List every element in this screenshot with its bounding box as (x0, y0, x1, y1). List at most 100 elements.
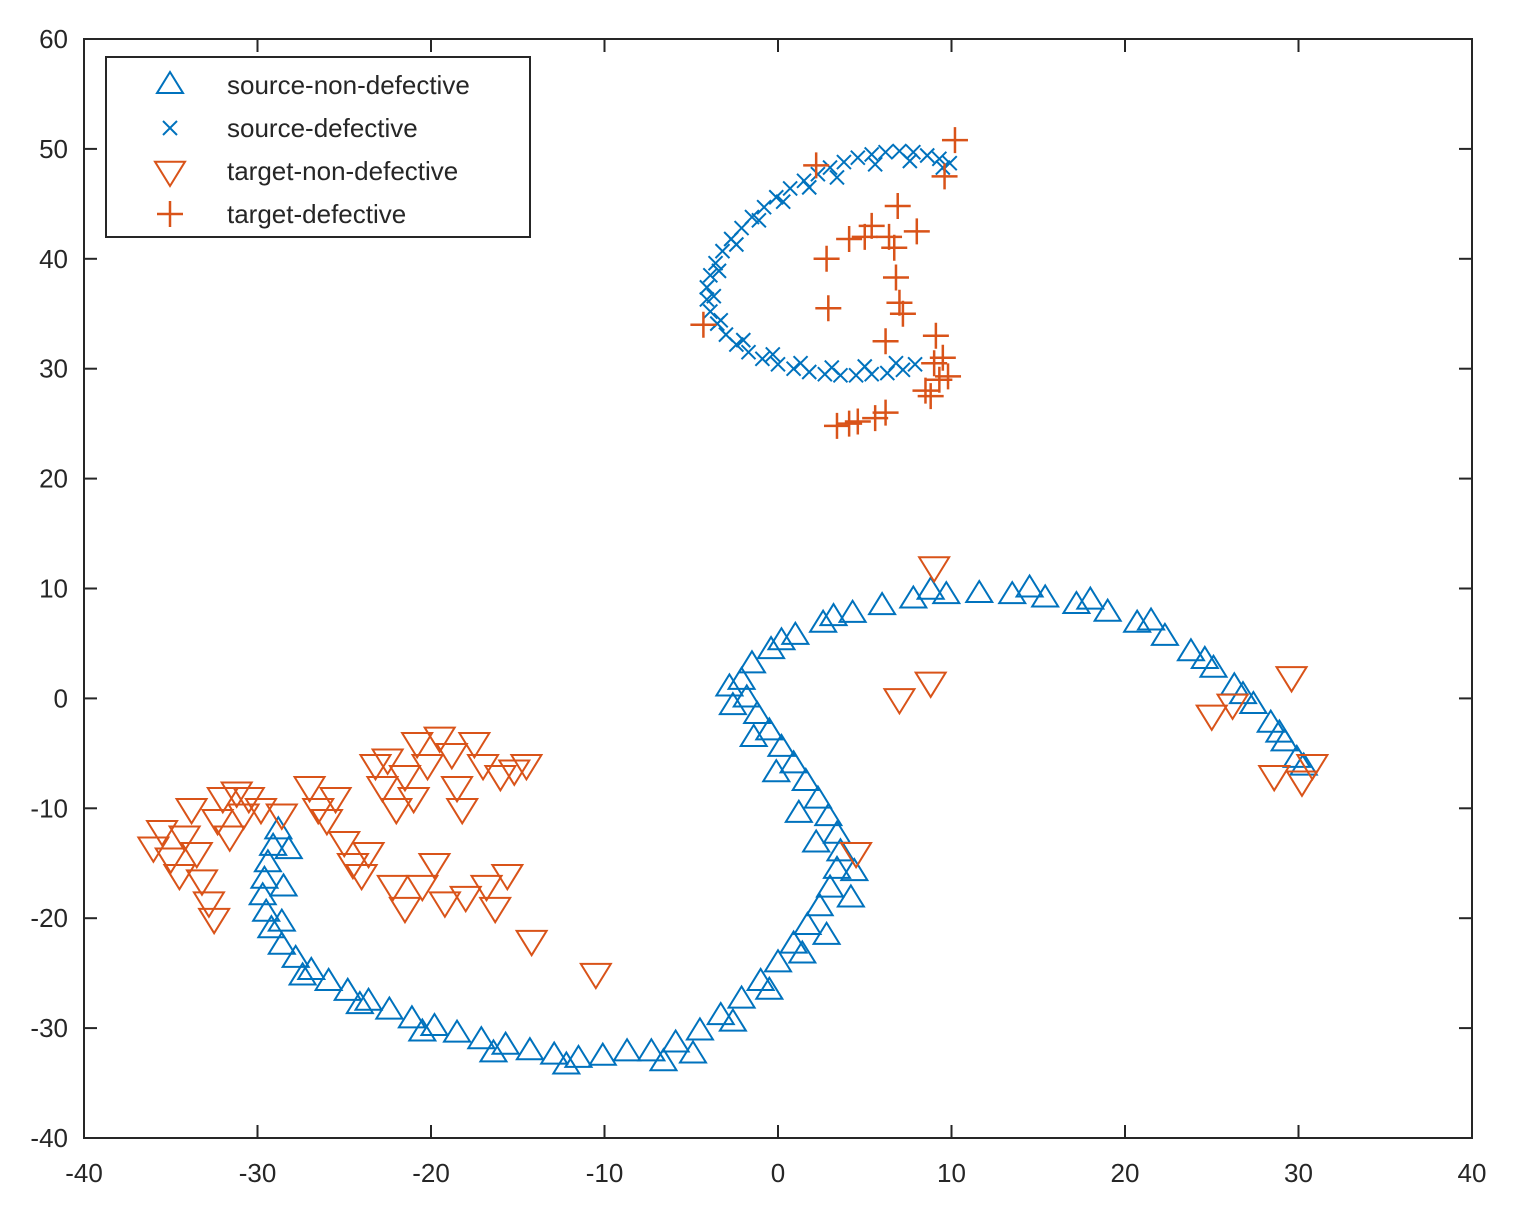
legend-label: source-defective (227, 113, 418, 143)
point-target-non-defective (365, 776, 400, 804)
x-tick-label: -10 (586, 1158, 624, 1188)
point-source-non-defective (822, 819, 852, 844)
point-source-non-defective (801, 828, 831, 853)
point-source-non-defective (1014, 573, 1045, 598)
point-source-defective (768, 189, 784, 205)
point-source-non-defective (778, 749, 809, 774)
x-tick-label: 0 (771, 1158, 785, 1188)
point-target-non-defective (244, 798, 278, 826)
point-target-non-defective (264, 803, 299, 831)
point-source-defective (735, 332, 752, 348)
point-target-non-defective (396, 787, 431, 815)
point-target-non-defective (410, 754, 445, 782)
point-target-defective (813, 245, 840, 272)
y-tick-label: 20 (39, 464, 68, 494)
point-target-defective (836, 226, 863, 253)
point-target-non-defective (318, 787, 353, 815)
point-source-defective (765, 346, 781, 363)
point-target-defective (886, 289, 913, 316)
point-target-defective (815, 295, 842, 322)
point-target-non-defective (200, 808, 235, 837)
point-target-defective (862, 405, 889, 432)
point-target-non-defective (469, 874, 504, 903)
point-source-defective (919, 147, 935, 164)
point-target-non-defective (376, 874, 410, 903)
point-target-non-defective (388, 765, 422, 793)
point-source-non-defective (792, 910, 823, 935)
point-source-non-defective (714, 672, 745, 697)
plot-frame (83, 38, 1473, 1139)
point-target-defective (941, 127, 968, 154)
point-target-non-defective (351, 841, 386, 870)
point-source-non-defective (964, 579, 995, 604)
point-target-non-defective (174, 798, 209, 826)
point-target-defective (931, 163, 958, 190)
point-target-non-defective (1285, 770, 1319, 798)
point-source-defective (857, 358, 873, 375)
point-source-defective (751, 212, 767, 229)
point-source-defective (836, 154, 852, 170)
point-source-non-defective (825, 837, 856, 862)
point-source-non-defective (839, 857, 870, 882)
point-target-non-defective (1274, 666, 1309, 694)
point-source-non-defective (273, 835, 304, 860)
point-source-defective (775, 193, 791, 210)
point-source-defective (801, 179, 817, 196)
point-source-non-defective (266, 930, 297, 955)
point-source-defective (754, 351, 771, 367)
legend-marker-target-non-defective (153, 160, 187, 188)
point-source-non-defective (818, 602, 849, 627)
point-source-defective (706, 288, 722, 304)
point-source-defective (888, 355, 904, 371)
point-source-non-defective (515, 1036, 545, 1061)
point-target-defective (903, 218, 930, 245)
legend-label: source-non-defective (227, 70, 470, 100)
point-source-non-defective (397, 1004, 427, 1029)
point-source-non-defective (836, 883, 866, 908)
x-tick-label: -30 (239, 1158, 277, 1188)
point-source-defective (935, 159, 951, 176)
point-source-non-defective (737, 649, 767, 674)
point-source-defective (707, 255, 724, 271)
point-source-non-defective (761, 758, 792, 783)
point-source-defective (877, 144, 894, 160)
point-source-non-defective (374, 995, 405, 1020)
point-source-non-defective (915, 575, 946, 600)
point-target-defective (690, 311, 717, 338)
point-source-defective (740, 344, 757, 360)
point-target-defective (844, 408, 871, 435)
point-source-non-defective (636, 1037, 667, 1062)
point-target-non-defective (197, 907, 231, 936)
point-source-non-defective (313, 967, 344, 992)
point-source-non-defective (803, 784, 833, 809)
point-source-non-defective (1176, 637, 1206, 662)
point-source-non-defective (837, 598, 868, 623)
point-target-non-defective (483, 765, 518, 793)
point-source-non-defective (280, 943, 311, 968)
y-tick-label: -40 (30, 1123, 68, 1153)
point-target-defective (889, 300, 916, 327)
point-source-non-defective (1061, 590, 1092, 615)
point-target-non-defective (388, 896, 422, 925)
point-target-non-defective (1295, 754, 1330, 782)
point-source-non-defective (612, 1037, 642, 1062)
point-source-non-defective (263, 815, 294, 840)
series-target-non-defective (136, 556, 1330, 991)
point-source-non-defective (332, 976, 363, 1001)
point-source-defective (756, 199, 772, 215)
point-target-non-defective (917, 556, 951, 584)
point-source-non-defective (790, 767, 821, 791)
point-target-defective (872, 328, 899, 355)
point-source-non-defective (780, 620, 811, 645)
point-source-non-defective (778, 929, 809, 954)
point-source-defective (785, 360, 802, 377)
point-source-non-defective (867, 591, 897, 616)
point-source-defective (714, 243, 731, 259)
point-target-defective (823, 412, 850, 439)
point-source-defective (728, 336, 745, 353)
x-tick-label: 10 (937, 1158, 966, 1188)
y-tick-label: 50 (39, 134, 68, 164)
point-target-defective (851, 223, 878, 250)
y-tick-label: 60 (39, 24, 68, 54)
point-target-non-defective (417, 852, 452, 881)
